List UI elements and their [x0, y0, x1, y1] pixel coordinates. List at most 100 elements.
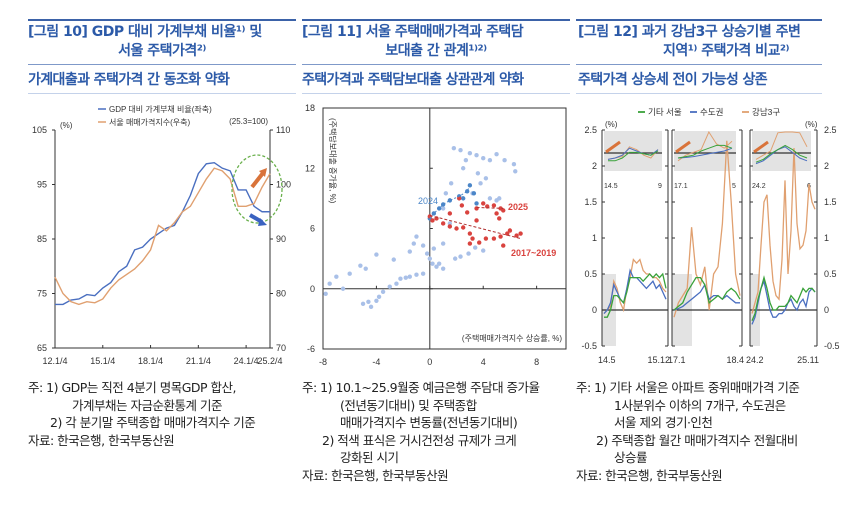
scatter-point-2017-2019	[470, 236, 475, 241]
scatter-point-2017-2019	[498, 234, 503, 239]
scatter-point-other	[430, 261, 435, 266]
figure-11-notes: 주: 1) 10.1~25.9월중 예금은행 주담대 증가율 (전년동기대비) …	[302, 379, 540, 484]
scatter-point-other	[327, 281, 332, 286]
title-line: 보대출 간 관계¹⁾²⁾	[385, 43, 487, 59]
scatter-point-other	[431, 246, 437, 251]
scatter-point-2017-2019	[467, 241, 473, 246]
scatter-point-other	[420, 271, 426, 276]
scatter-point-2025	[501, 208, 506, 213]
scatter-point-other	[387, 284, 392, 289]
scatter-point-other	[458, 147, 463, 153]
scatter-point-2017-2019	[474, 218, 479, 223]
note-line: (전년동기대비) 및 주택종합	[340, 397, 477, 413]
x-axis-label: (주택매매가격지수 상승률, %)	[462, 333, 562, 343]
source-line: 자료: 한국은행, 한국부동산원	[576, 467, 723, 483]
scatter-point-other	[407, 249, 412, 254]
legend-label: 서울 매매가격지수(우축)	[109, 117, 190, 127]
scatter-point-2024	[474, 201, 479, 206]
scatter-point-other	[411, 241, 416, 246]
y-tick: -6	[307, 344, 315, 354]
scatter-point-other	[420, 243, 426, 248]
inset-zoom-box	[752, 131, 811, 171]
note-line: 서울 제외 경기·인천	[614, 415, 713, 430]
y-tick-right: 100	[276, 180, 291, 190]
series-line	[673, 140, 741, 318]
title-rule	[302, 64, 570, 65]
figure-12-subtitle: 주택가격 상승세 전이 가능성 상존	[578, 72, 768, 88]
title-line: 지역¹⁾ 주택가격 비교²⁾	[662, 43, 790, 59]
y-tick-right: 0.5	[824, 269, 837, 279]
scatter-point-other	[436, 261, 442, 266]
y-tick: 6	[310, 224, 315, 234]
figure-12-notes: 주: 1) 기타 서울은 아파트 중위매매가격 기준 1사분위수 이하의 7개구…	[576, 379, 800, 484]
scatter-point-other	[483, 176, 489, 181]
trend-line-2025	[476, 206, 504, 209]
y-tick: 12	[305, 163, 315, 173]
y-tick-left: 85	[37, 234, 47, 244]
source-line: 자료: 한국은행, 한국부동산원	[302, 467, 449, 483]
trend-line-2017-2019	[429, 214, 521, 240]
down-arrow-icon	[258, 218, 267, 226]
x-tick-start: 24.2	[746, 355, 764, 365]
y-tick-right: 1	[824, 233, 829, 243]
inset-start-label: 14.5	[604, 183, 618, 190]
y-tick-right: 0	[824, 305, 829, 315]
scatter-point-other	[475, 171, 481, 176]
y-tick-left: -0.5	[581, 341, 597, 351]
title-line: [그림 11] 서울 주택매매가격과 주택담	[302, 24, 524, 40]
subtitle-rule	[28, 93, 296, 94]
scatter-point-other	[440, 206, 446, 211]
legend-label: 기타 서울	[648, 107, 682, 117]
y-tick-left: 2.5	[584, 125, 597, 135]
highlight-circle	[231, 154, 283, 224]
y-tick-right: 80	[276, 289, 286, 299]
x-tick-start: 17.1	[668, 355, 686, 365]
scatter-point-other	[458, 254, 463, 259]
scatter-point-2017-2019	[518, 231, 523, 236]
x-tick: 24.1/4	[234, 356, 259, 366]
scatter-point-other	[494, 151, 499, 157]
scatter-point-other	[340, 286, 346, 291]
top-rule	[28, 19, 296, 21]
inset-zoom-box	[604, 131, 662, 171]
scatter-point-2017-2019	[430, 218, 435, 223]
y-tick-left: 0	[592, 305, 597, 315]
inset-series-line	[677, 144, 733, 159]
y-tick-right: 2.5	[824, 125, 837, 135]
inset-series-line	[755, 146, 808, 165]
trend-line-2024	[429, 185, 471, 219]
note-line: 매매가격지수 변동률(전년동기대비)	[340, 415, 518, 430]
scatter-point-other	[374, 298, 379, 303]
scatter-point-2017-2019	[505, 231, 510, 236]
y-tick: 0	[310, 284, 315, 294]
scatter-point-other	[481, 248, 486, 253]
y-tick-left: 1	[592, 233, 597, 243]
scatter-point-2025	[494, 211, 499, 216]
scatter-point-2017-2019	[447, 211, 453, 216]
x-tick: 12.1/4	[42, 356, 67, 366]
series-line-gdp-debt-ratio	[55, 161, 270, 306]
unit-right: (%)	[805, 120, 818, 129]
figure-11-subtitle: 주택가격과 주택담보대출 상관관계 약화	[302, 72, 524, 88]
label-2025: 2025	[508, 202, 528, 212]
y-tick-left: 105	[32, 125, 47, 135]
scatter-point-2017-2019	[447, 224, 453, 229]
scatter-point-other	[513, 169, 518, 174]
scatter-point-other	[440, 266, 446, 271]
scatter-point-other	[474, 152, 479, 158]
scatter-point-other	[407, 274, 412, 279]
inset-up-arrow-icon	[753, 140, 769, 154]
y-tick-left: 2	[592, 161, 597, 171]
note-line: 상승률	[614, 450, 648, 465]
y-tick-left: 0.5	[584, 269, 597, 279]
scatter-point-other	[398, 276, 403, 281]
x-tick: 21.1/4	[186, 356, 211, 366]
scatter-point-2017-2019	[507, 228, 513, 233]
series-line-price-index	[54, 167, 271, 306]
scatter-point-other	[323, 291, 328, 296]
scatter-point-other	[414, 234, 419, 239]
scatter-point-other	[403, 275, 408, 280]
scatter-point-2017-2019	[454, 226, 459, 231]
